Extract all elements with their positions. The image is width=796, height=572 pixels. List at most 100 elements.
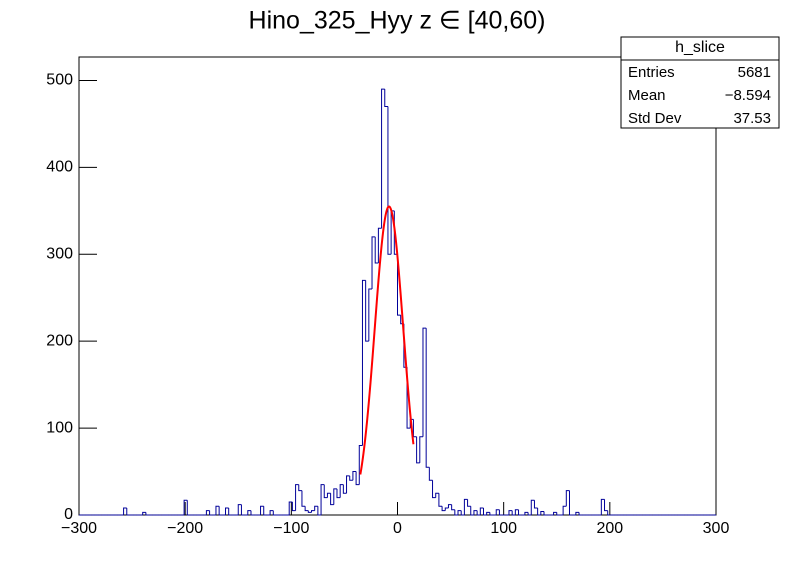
histogram-bin (320, 484, 325, 515)
fit-curve (359, 205, 415, 475)
histogram-bin (291, 501, 296, 512)
histogram-bin (562, 505, 567, 515)
histogram-bin (225, 507, 229, 515)
histogram-bin (323, 484, 328, 499)
histogram-bin (301, 490, 306, 507)
histogram-bin (218, 506, 223, 516)
histogram-bin (237, 504, 242, 515)
stats-value: 37.53 (733, 110, 771, 127)
histogram-bin (425, 328, 430, 468)
histogram-bin (489, 512, 494, 516)
histogram-bin (263, 506, 267, 516)
histogram-bin (416, 436, 420, 464)
histogram-bin (470, 506, 474, 516)
histogram-bin (339, 484, 344, 498)
histogram-bin (473, 510, 478, 515)
histogram-bin (205, 510, 210, 515)
histogram-bin (272, 510, 277, 516)
histogram-bin (384, 89, 388, 108)
y-tick-label: 100 (46, 419, 73, 436)
histogram-bin (183, 499, 188, 515)
x-tick-label: −200 (167, 520, 203, 537)
histogram-bin (304, 506, 309, 512)
histogram-bin (215, 505, 220, 515)
histogram-bin (511, 510, 516, 516)
histogram-bin (454, 509, 459, 516)
stats-value: 5681 (738, 64, 771, 81)
histogram-bin (600, 498, 605, 515)
x-tick-label: 0 (393, 520, 402, 537)
histogram-bin (460, 510, 465, 516)
histogram-bin (371, 236, 376, 290)
histogram-bin (361, 279, 366, 446)
histogram-bin (269, 510, 274, 515)
stats-frame (620, 36, 780, 129)
histogram-bin (142, 511, 146, 515)
x-tick-label: −100 (273, 520, 309, 537)
histogram-bin (467, 499, 471, 507)
x-tick-label: 100 (490, 520, 517, 537)
histogram-bin (336, 488, 341, 499)
histogram-bin (524, 511, 529, 515)
histogram-bin (240, 504, 245, 516)
histogram-bin (186, 500, 191, 516)
histogram-bin (607, 510, 611, 516)
histogram-bin (374, 236, 379, 264)
histogram-bin (250, 510, 255, 516)
histogram-bin (508, 510, 513, 515)
histogram-bin (419, 436, 423, 463)
histogram-bin (228, 508, 232, 516)
histogram-bin (387, 106, 392, 255)
y-tick-label: 300 (46, 245, 73, 262)
histogram-bin (288, 501, 293, 515)
histogram-bin (377, 227, 382, 263)
histogram-bin (540, 511, 545, 515)
histogram-bin (260, 505, 264, 515)
histogram-bin (355, 471, 360, 486)
histogram-bin (498, 509, 503, 516)
histogram-bin (342, 484, 347, 494)
stats-box: h_slice Entries 5681 Mean −8.594 Std Dev… (620, 36, 780, 129)
histogram-bin (495, 509, 500, 515)
histogram-bin (565, 490, 570, 507)
histogram-bin (412, 419, 417, 438)
y-tick-label: 500 (46, 72, 73, 89)
histogram-bin (514, 509, 519, 515)
histogram-bin (123, 507, 127, 515)
histogram-bin (352, 471, 357, 481)
histogram-bin (422, 327, 427, 437)
histogram-bin (556, 512, 560, 516)
histogram-bin (479, 507, 484, 515)
histogram-bin (435, 492, 439, 498)
x-tick-label: 200 (596, 520, 623, 537)
y-tick-label: 400 (46, 159, 73, 176)
stats-title: h_slice (675, 39, 725, 56)
x-tick-label: −300 (61, 520, 97, 537)
stats-label: Std Dev (628, 110, 682, 127)
histogram-bin (397, 254, 401, 316)
histogram-bin (326, 492, 331, 498)
histogram-bin (349, 475, 353, 481)
histogram-bin (317, 506, 322, 516)
histogram-bin (298, 484, 302, 492)
stats-label: Mean (628, 87, 666, 104)
histogram-bin (428, 467, 433, 481)
histogram-bin (126, 508, 130, 516)
histogram-bin (307, 510, 312, 513)
histogram-bin (604, 499, 608, 512)
y-tick-label: 0 (64, 506, 73, 523)
histogram-bin (578, 512, 583, 516)
histogram-bin (476, 510, 481, 516)
histogram-bin (543, 511, 548, 516)
histogram-bin (457, 510, 462, 515)
histogram-bin (333, 488, 337, 505)
histogram-bin (444, 507, 449, 511)
histogram-bin (518, 509, 522, 516)
x-tick-label: 300 (703, 520, 730, 537)
histogram-bin (575, 511, 580, 515)
histogram-bin (438, 493, 443, 507)
histogram-bin (553, 511, 557, 515)
histogram-bin (358, 444, 363, 485)
histogram-bin (533, 500, 538, 509)
